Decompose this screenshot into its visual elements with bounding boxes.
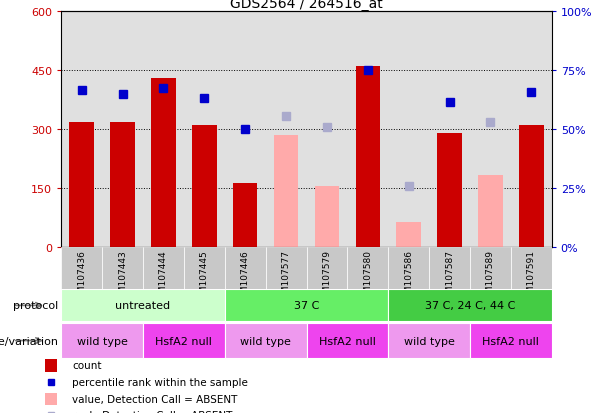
Text: GSM107444: GSM107444	[159, 250, 168, 304]
Bar	[388, 248, 429, 289]
Text: GSM107591: GSM107591	[527, 250, 536, 305]
Bar	[192, 126, 216, 248]
Bar	[143, 248, 184, 289]
Bar	[102, 12, 143, 248]
Bar	[184, 248, 225, 289]
Bar	[397, 222, 421, 248]
Bar	[265, 12, 306, 248]
Text: GSM107577: GSM107577	[281, 250, 291, 305]
Bar	[151, 79, 176, 248]
Bar	[348, 248, 388, 289]
Bar	[61, 323, 143, 358]
Bar	[470, 323, 552, 358]
Bar	[143, 323, 225, 358]
Text: GSM107579: GSM107579	[322, 250, 332, 305]
Bar	[429, 248, 470, 289]
Text: wild type: wild type	[404, 336, 454, 346]
Text: HsfA2 null: HsfA2 null	[156, 336, 212, 346]
Bar	[478, 175, 503, 248]
Bar	[437, 134, 462, 248]
Bar	[388, 290, 552, 321]
Bar	[306, 12, 348, 248]
Text: 37 C: 37 C	[294, 301, 319, 311]
Text: untreated: untreated	[115, 301, 170, 311]
Text: genotype/variation: genotype/variation	[0, 336, 58, 346]
Bar	[306, 323, 388, 358]
Text: GSM107446: GSM107446	[241, 250, 249, 304]
Bar	[511, 12, 552, 248]
Bar	[184, 12, 225, 248]
Bar	[225, 290, 388, 321]
Bar	[356, 67, 380, 248]
Bar	[306, 248, 348, 289]
Text: GSM107445: GSM107445	[200, 250, 209, 304]
Bar	[143, 12, 184, 248]
Bar	[274, 136, 299, 248]
Bar	[61, 248, 102, 289]
Bar	[388, 12, 429, 248]
Text: 37 C, 24 C, 44 C: 37 C, 24 C, 44 C	[425, 301, 515, 311]
Bar	[470, 248, 511, 289]
Text: wild type: wild type	[77, 336, 128, 346]
Title: GDS2564 / 264516_at: GDS2564 / 264516_at	[230, 0, 383, 12]
Text: count: count	[72, 361, 102, 370]
Bar	[348, 12, 388, 248]
Text: GSM107589: GSM107589	[486, 250, 495, 305]
Text: GSM107587: GSM107587	[445, 250, 454, 305]
Bar	[45, 393, 57, 405]
Bar	[470, 12, 511, 248]
Bar	[388, 323, 470, 358]
Bar	[429, 12, 470, 248]
Bar	[511, 248, 552, 289]
Text: GSM107436: GSM107436	[77, 250, 86, 305]
Text: wild type: wild type	[240, 336, 291, 346]
Bar	[265, 248, 306, 289]
Bar	[110, 122, 135, 248]
Bar	[225, 248, 265, 289]
Bar	[61, 290, 225, 321]
Text: percentile rank within the sample: percentile rank within the sample	[72, 377, 248, 387]
Text: GSM107586: GSM107586	[404, 250, 413, 305]
Bar	[519, 126, 544, 248]
Text: HsfA2 null: HsfA2 null	[482, 336, 539, 346]
Bar	[225, 323, 306, 358]
Text: GSM107443: GSM107443	[118, 250, 127, 304]
Bar	[69, 122, 94, 248]
Bar	[45, 359, 57, 372]
Text: protocol: protocol	[13, 301, 58, 311]
Text: rank, Detection Call = ABSENT: rank, Detection Call = ABSENT	[72, 410, 233, 413]
Bar	[233, 183, 257, 248]
Bar	[61, 12, 102, 248]
Bar	[225, 12, 265, 248]
Bar	[314, 187, 339, 248]
Bar	[102, 248, 143, 289]
Text: HsfA2 null: HsfA2 null	[319, 336, 376, 346]
Text: GSM107580: GSM107580	[364, 250, 372, 305]
Text: value, Detection Call = ABSENT: value, Detection Call = ABSENT	[72, 394, 238, 404]
